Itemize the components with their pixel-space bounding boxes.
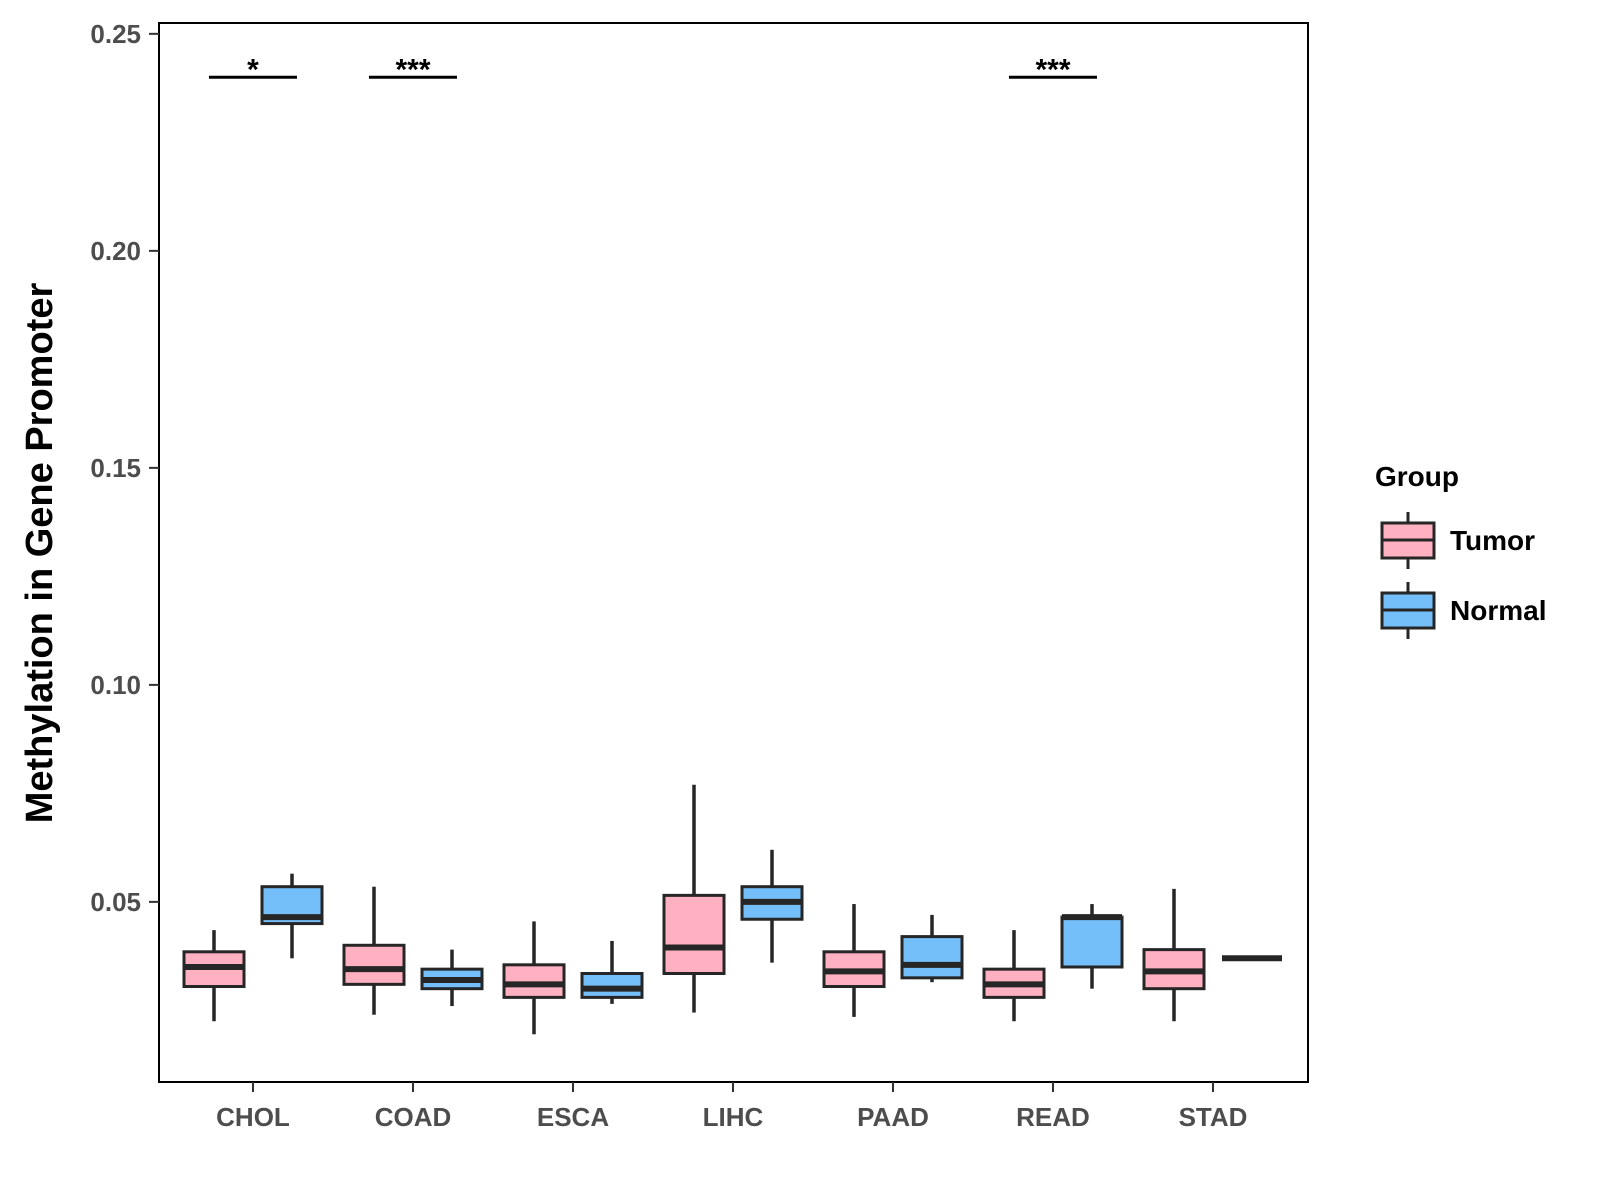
- significance-label: ***: [1035, 53, 1070, 86]
- box-body: [580, 971, 644, 999]
- box-tumor-stad: [1142, 888, 1206, 1022]
- x-tick-label: LIHC: [703, 1102, 764, 1132]
- box-body: [1060, 915, 1124, 969]
- box-body: [342, 943, 406, 986]
- legend-label: Tumor: [1450, 525, 1535, 556]
- x-axis: CHOL COAD ESCA LIHC PAAD READ STAD: [216, 1082, 1247, 1132]
- y-tick-label: 0.10: [90, 670, 141, 700]
- box-normal-chol: [260, 873, 324, 959]
- plot-panel: [158, 22, 1309, 1083]
- y-axis-title: Methylation in Gene Promoter: [19, 283, 61, 824]
- box-tumor-coad: [342, 886, 406, 1015]
- box-normal-esca: [580, 940, 644, 1004]
- y-tick-label: 0.15: [90, 453, 141, 483]
- box-normal-paad: [900, 914, 964, 983]
- y-tick-label: 0.05: [90, 887, 141, 917]
- box-normal-lihc: [740, 849, 804, 963]
- y-axis: 0.05 0.10 0.15 0.20 0.25: [90, 19, 159, 917]
- legend-item-tumor: Tumor: [1380, 512, 1535, 569]
- y-tick-label: 0.20: [90, 236, 141, 266]
- box-body: [502, 963, 566, 999]
- box-body: [662, 893, 726, 975]
- x-tick-label: ESCA: [537, 1102, 609, 1132]
- box-tumor-lihc: [662, 784, 726, 1013]
- significance-label: *: [247, 53, 259, 86]
- significance-label: ***: [395, 53, 430, 86]
- legend: Group Tumor Normal: [1375, 461, 1546, 639]
- legend-item-normal: Normal: [1380, 582, 1546, 639]
- box-normal-read: [1060, 904, 1124, 989]
- legend-title: Group: [1375, 461, 1459, 492]
- box-tumor-paad: [822, 904, 886, 1017]
- box-tumor-read: [982, 930, 1046, 1022]
- x-tick-label: PAAD: [857, 1102, 929, 1132]
- box-normal-coad: [420, 949, 484, 1007]
- box-tumor-chol: [182, 930, 246, 1022]
- box-body: [900, 935, 964, 980]
- box-tumor-esca: [502, 921, 566, 1035]
- x-tick-label: CHOL: [216, 1102, 290, 1132]
- x-tick-label: STAD: [1179, 1102, 1248, 1132]
- x-tick-label: READ: [1016, 1102, 1090, 1132]
- x-tick-label: COAD: [375, 1102, 452, 1132]
- legend-label: Normal: [1450, 595, 1546, 626]
- y-tick-label: 0.25: [90, 19, 141, 49]
- box-series: [182, 784, 1282, 1035]
- significance-annotations: * *** ***: [209, 53, 1097, 86]
